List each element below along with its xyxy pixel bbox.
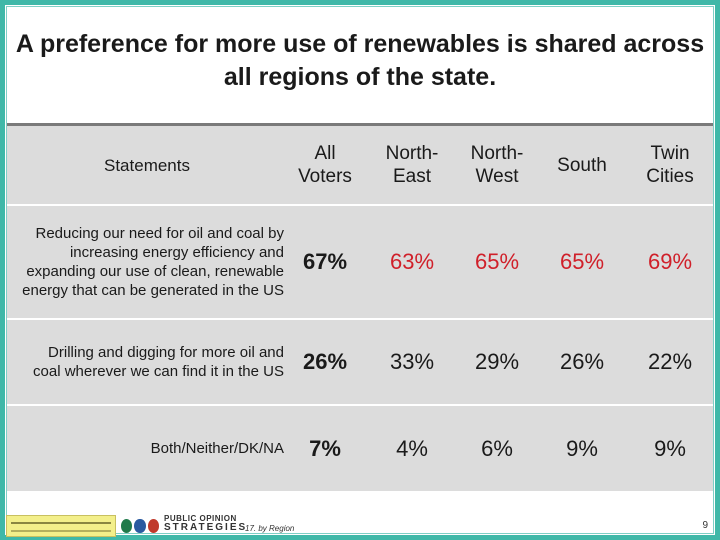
header-twin-cities: Twin Cities [627,126,713,204]
page-number: 9 [702,520,708,531]
header-statements: Statements [104,155,190,175]
cell-northwest: 65% [474,249,520,274]
row-separator [7,204,713,206]
slide-title: A preference for more use of renewables … [15,30,705,91]
cell-northwest: 29% [474,349,520,374]
table-row: Drilling and digging for more oil and co… [7,320,713,404]
pos-logo-text: PUBLIC OPINION STRATEGIES [164,514,248,533]
row-separator [7,318,713,320]
logo-circle-icon [121,519,133,533]
slide-inner-border [6,6,714,534]
logo-circle-icon [134,519,146,533]
header-northwest-label: North-West [470,143,524,187]
cell-twin-cities: 9% [654,435,686,461]
cell-south: 9% [566,435,598,461]
row-separator [7,404,713,406]
table-row: Both/Neither/DK/NA 7% 4% 6% 9% 9% [7,406,713,491]
cell-all-voters: 7% [309,435,341,461]
title-divider [7,123,713,126]
logo-line [11,530,111,532]
row-statement: Both/Neither/DK/NA [150,440,284,457]
cell-northeast: 4% [396,435,428,461]
header-all-voters: All Voters [292,126,358,204]
cell-northwest: 6% [481,435,513,461]
table-header-row: Statements All Voters North-East North-W… [7,126,713,204]
logo-circle-icon [147,519,159,533]
pos-logo-mark [120,515,160,537]
header-twin-cities-label: Twin Cities [646,143,694,187]
header-northeast-label: North-East [385,143,439,187]
table-row: Reducing our need for oil and coal by in… [7,206,713,318]
cell-northeast: 33% [389,349,435,374]
partner-logo [6,515,116,537]
cell-all-voters: 26% [302,349,348,374]
logo-line [11,522,111,524]
results-table: Statements All Voters North-East North-W… [7,126,713,491]
cell-all-voters: 67% [302,249,348,274]
footer-note: 17. by Region [245,524,295,533]
header-northeast: North-East [372,126,452,204]
cell-south: 26% [559,349,605,374]
header-south: South [557,154,607,176]
header-northwest: North-West [457,126,537,204]
row-statement: Reducing our need for oil and coal by in… [22,225,284,299]
cell-twin-cities: 22% [647,349,693,374]
cell-south: 65% [559,249,605,274]
cell-northeast: 63% [389,249,435,274]
pos-logo-line2: STRATEGIES [164,522,248,533]
cell-twin-cities: 69% [647,249,693,274]
pos-logo-line1: PUBLIC OPINION [164,514,237,523]
header-all-voters-label: All Voters [298,143,352,187]
row-statement: Drilling and digging for more oil and co… [33,344,284,380]
